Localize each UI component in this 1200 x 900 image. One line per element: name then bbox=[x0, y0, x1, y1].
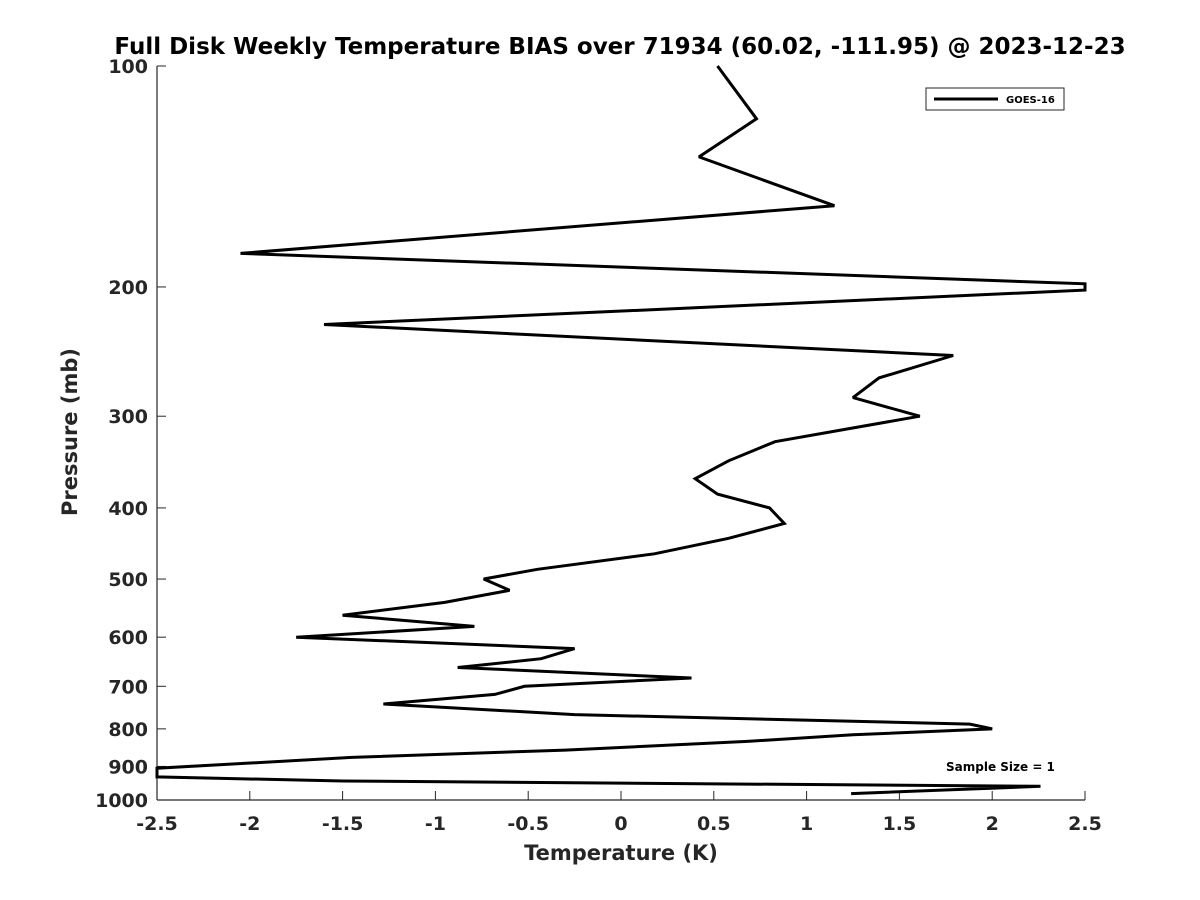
y-tick-label: 600 bbox=[108, 627, 148, 649]
x-tick-label: 0 bbox=[614, 813, 627, 835]
legend: GOES-16 bbox=[925, 87, 1065, 111]
x-tick-label: -0.5 bbox=[507, 813, 549, 835]
y-tick-label: 900 bbox=[108, 756, 148, 778]
sample-size-annotation: Sample Size = 1 bbox=[946, 760, 1055, 774]
y-tick-label: 700 bbox=[108, 676, 148, 698]
y-tick-label: 100 bbox=[108, 56, 148, 78]
y-tick-label: 200 bbox=[108, 277, 148, 299]
y-tick-label: 300 bbox=[108, 406, 148, 428]
y-tick-label: 500 bbox=[108, 569, 148, 591]
series-layer bbox=[155, 65, 1087, 796]
y-tick-label: 800 bbox=[108, 719, 148, 741]
x-tick-label: 1.5 bbox=[883, 813, 917, 835]
y-tick-labels: 100 200 300 400 500 600 700 800 900 1000 bbox=[95, 56, 148, 812]
x-tick-label: 2.5 bbox=[1068, 813, 1102, 835]
y-tick-label: 1000 bbox=[95, 790, 148, 812]
x-tick-label: -2.5 bbox=[136, 813, 178, 835]
chart-title: Full Disk Weekly Temperature BIAS over 7… bbox=[114, 34, 1125, 60]
x-tick-label: -1 bbox=[425, 813, 446, 835]
x-tick-label: 1 bbox=[800, 813, 813, 835]
y-axis-label: Pressure (mb) bbox=[58, 348, 82, 516]
series-line-goes-16 bbox=[155, 65, 1087, 796]
y-tick-label: 400 bbox=[108, 498, 148, 520]
x-axis-label: Temperature (K) bbox=[524, 841, 718, 865]
x-tick-labels: -2.5 -2 -1.5 -1 -0.5 0 0.5 1 1.5 2 2.5 bbox=[136, 813, 1102, 835]
x-tick-label: -2 bbox=[239, 813, 260, 835]
x-tick-label: -1.5 bbox=[322, 813, 364, 835]
x-tick-label: 0.5 bbox=[697, 813, 731, 835]
axes bbox=[156, 65, 1086, 801]
legend-label: GOES-16 bbox=[1006, 95, 1055, 106]
x-tick-label: 2 bbox=[986, 813, 999, 835]
